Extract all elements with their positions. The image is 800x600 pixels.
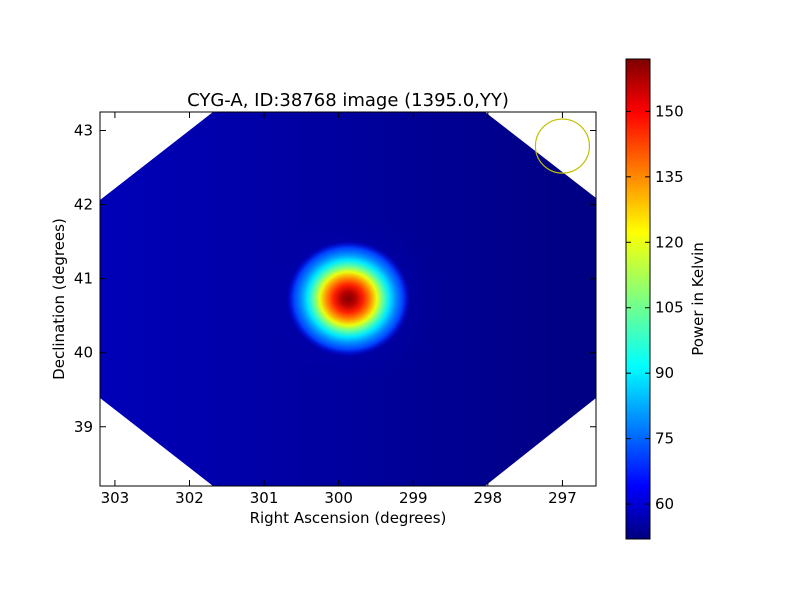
colorbar (625, 58, 651, 540)
colorbar-ticks: 60 75 90 105 120 135 150 (626, 102, 684, 513)
y-tick-label: 41 (74, 270, 93, 288)
colorbar-tick-label: 105 (655, 299, 684, 317)
colorbar-tick-label: 135 (655, 168, 684, 186)
x-tick-label: 298 (474, 489, 503, 507)
colorbar-tick-label: 75 (655, 430, 674, 448)
beam-marker (534, 118, 591, 174)
x-tick-label: 297 (548, 489, 577, 507)
x-axis: 303 302 301 300 299 298 297 (101, 112, 577, 507)
x-tick-label: 300 (324, 489, 353, 507)
colorbar-label: Power in Kelvin (689, 242, 707, 356)
y-tick-label: 40 (74, 344, 93, 362)
chart-title: CYG-A, ID:38768 image (1395.0,YY) (187, 90, 509, 111)
x-tick-label: 303 (101, 489, 130, 507)
y-tick-label: 42 (74, 196, 93, 214)
colorbar-tick-label: 90 (655, 364, 674, 382)
x-tick-label: 299 (399, 489, 428, 507)
y-tick-label: 39 (74, 418, 93, 436)
x-axis-label: Right Ascension (degrees) (250, 509, 447, 527)
x-tick-label: 301 (250, 489, 279, 507)
source-cyg-a (286, 240, 411, 357)
colorbar-tick-label: 150 (655, 102, 684, 120)
colorbar-tick-label: 60 (655, 495, 674, 513)
colorbar-tick-label: 120 (655, 233, 684, 251)
y-axis: 39 40 41 42 43 (74, 122, 596, 436)
plot-frame (99, 111, 597, 487)
y-axis-label: Declination (degrees) (50, 218, 68, 380)
y-tick-label: 43 (74, 122, 93, 140)
x-tick-label: 302 (175, 489, 204, 507)
